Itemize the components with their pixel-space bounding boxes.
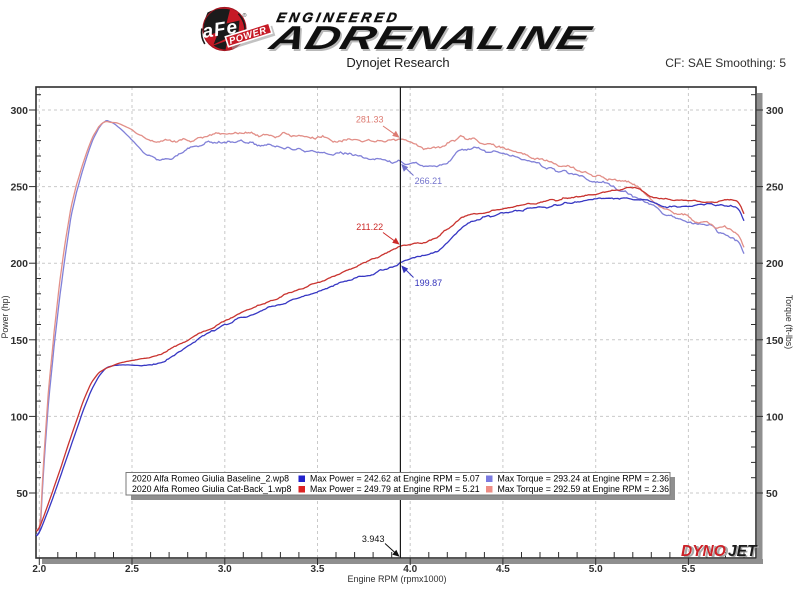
svg-text:100: 100 [766, 411, 784, 423]
svg-text:281.33: 281.33 [356, 115, 384, 125]
svg-text:4.5: 4.5 [496, 564, 510, 575]
svg-text:ADRENALINE: ADRENALINE [266, 21, 598, 58]
svg-text:Max Torque = 293.24 at Engine: Max Torque = 293.24 at Engine RPM = 2.36 [498, 474, 670, 484]
svg-text:JET: JET [730, 544, 760, 561]
svg-text:Engine RPM (rpmx1000): Engine RPM (rpmx1000) [347, 574, 446, 584]
svg-text:DYNO: DYNO [684, 544, 729, 561]
svg-text:2020 Alfa Romeo Giulia Cat-Bac: 2020 Alfa Romeo Giulia Cat-Back_1.wp8 [132, 484, 292, 494]
svg-text:2.0: 2.0 [32, 564, 46, 575]
svg-text:2.5: 2.5 [125, 564, 139, 575]
svg-text:50: 50 [766, 488, 778, 500]
svg-text:100: 100 [10, 411, 28, 423]
svg-text:ADRENALINE: ADRENALINE [265, 19, 597, 56]
svg-text:Max Torque = 292.59 at Engine: Max Torque = 292.59 at Engine RPM = 2.36 [498, 484, 670, 494]
svg-text:JET: JET [728, 543, 758, 560]
svg-text:Dynojet Research: Dynojet Research [346, 55, 449, 70]
svg-text:CF: SAE Smoothing: 5: CF: SAE Smoothing: 5 [665, 56, 786, 70]
svg-text:®: ® [243, 12, 247, 19]
svg-text:ENGINEERED: ENGINEERED [275, 10, 401, 25]
svg-text:5.0: 5.0 [589, 564, 603, 575]
svg-text:2020 Alfa Romeo Giulia Baselin: 2020 Alfa Romeo Giulia Baseline_2.wp8 [132, 474, 289, 484]
svg-text:200: 200 [766, 258, 784, 270]
svg-text:250: 250 [10, 182, 28, 194]
svg-text:300: 300 [10, 105, 28, 117]
svg-text:50: 50 [16, 488, 28, 500]
svg-text:3.943: 3.943 [362, 534, 385, 544]
svg-text:Torque (ft-lbs): Torque (ft-lbs) [784, 295, 794, 349]
svg-text:200: 200 [10, 258, 28, 270]
svg-text:Max Power = 249.79 at Engine R: Max Power = 249.79 at Engine RPM = 5.21 [310, 484, 480, 494]
svg-text:3.0: 3.0 [218, 564, 232, 575]
svg-text:Power (hp): Power (hp) [0, 295, 10, 338]
svg-text:250: 250 [766, 182, 784, 194]
svg-text:199.87: 199.87 [415, 278, 443, 288]
svg-text:150: 150 [10, 335, 28, 347]
svg-text:266.21: 266.21 [415, 176, 443, 186]
svg-text:4.0: 4.0 [403, 564, 417, 575]
svg-text:300: 300 [766, 105, 784, 117]
svg-text:5.5: 5.5 [681, 564, 695, 575]
svg-text:Max Power = 242.62 at Engine R: Max Power = 242.62 at Engine RPM = 5.07 [310, 474, 480, 484]
svg-text:150: 150 [766, 335, 784, 347]
svg-text:211.22: 211.22 [356, 222, 383, 232]
svg-text:DYNO: DYNO [681, 543, 726, 560]
svg-text:3.5: 3.5 [311, 564, 325, 575]
